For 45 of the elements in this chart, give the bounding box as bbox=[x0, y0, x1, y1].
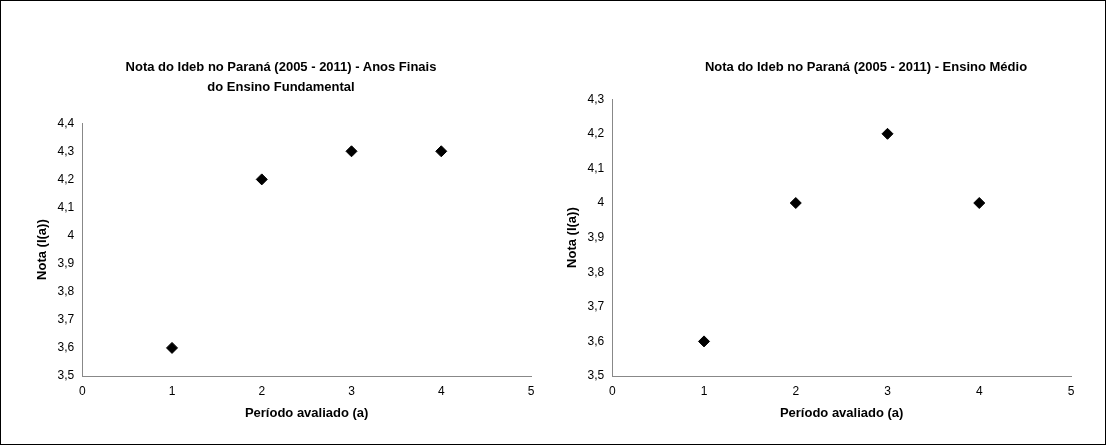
point bbox=[255, 173, 268, 186]
chart-title: Nota do Ideb no Paraná (2005 - 2011) - Ensino Médio bbox=[703, 58, 1029, 76]
y-axis-title: Nota (I(a)) bbox=[564, 207, 580, 268]
x-tick-label: 5 bbox=[1067, 383, 1075, 398]
y-tick-label: 4,1 bbox=[57, 199, 75, 214]
y-tick-label: 3,5 bbox=[57, 368, 75, 383]
y-tick-label: 4,3 bbox=[57, 143, 75, 158]
y-tick-label: 4,2 bbox=[587, 126, 605, 141]
y-tick-label: 3,7 bbox=[587, 299, 605, 314]
x-tick-label: 5 bbox=[527, 383, 535, 398]
point bbox=[345, 145, 358, 158]
point bbox=[698, 335, 711, 348]
y-tick-label: 4 bbox=[597, 195, 605, 210]
y-tick-label: 3,9 bbox=[57, 255, 75, 270]
y-tick-label: 4,4 bbox=[57, 115, 75, 130]
y-tick-label: 3,8 bbox=[587, 264, 605, 279]
y-tick-label: 4,3 bbox=[587, 91, 605, 106]
y-tick-label: 4,2 bbox=[57, 171, 75, 186]
y-tick-label: 3,5 bbox=[587, 368, 605, 383]
x-axis-title: Período avaliado (a) bbox=[779, 404, 904, 420]
y-tick-label: 3,6 bbox=[57, 340, 75, 355]
y-tick-label: 4,1 bbox=[587, 160, 605, 175]
point bbox=[789, 197, 802, 209]
x-tick-label: 1 bbox=[168, 383, 176, 398]
point bbox=[435, 145, 448, 158]
x-tick-label: 0 bbox=[608, 383, 616, 398]
y-tick-label: 4 bbox=[67, 227, 75, 242]
point bbox=[166, 341, 179, 354]
x-tick-label: 3 bbox=[348, 383, 356, 398]
x-tick-label: 2 bbox=[792, 383, 800, 398]
x-tick-label: 3 bbox=[884, 383, 892, 398]
y-tick-label: 3,7 bbox=[57, 312, 75, 327]
chart-title: Nota do Ideb no Paraná (2005 - 2011) - Anos Finais do Ensino Fundamental bbox=[124, 58, 438, 96]
x-tick-label: 1 bbox=[700, 383, 708, 398]
y-tick-label: 3,9 bbox=[587, 229, 605, 244]
y-tick-label: 3,8 bbox=[57, 284, 75, 299]
x-tick-label: 4 bbox=[437, 383, 445, 398]
x-tick-label: 0 bbox=[78, 383, 86, 398]
point bbox=[881, 127, 894, 140]
point bbox=[973, 197, 986, 209]
x-tick-label: 4 bbox=[975, 383, 983, 398]
y-tick-label: 3,6 bbox=[587, 333, 605, 348]
x-axis-title: Período avaliado (a) bbox=[244, 404, 369, 420]
x-tick-label: 2 bbox=[258, 383, 266, 398]
y-axis-title: Nota (I(a)) bbox=[34, 219, 50, 280]
